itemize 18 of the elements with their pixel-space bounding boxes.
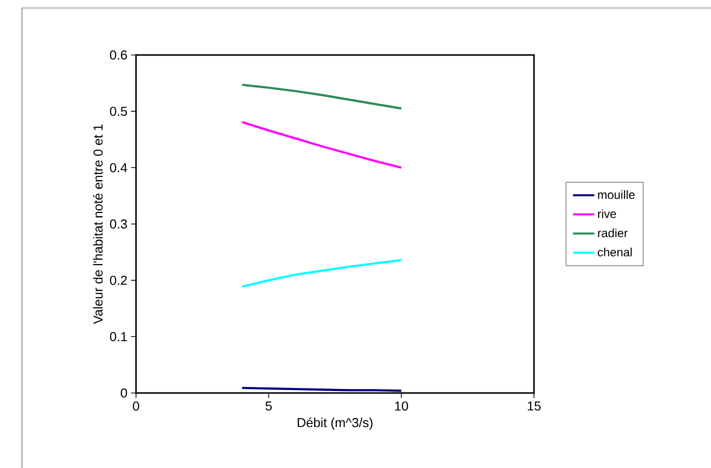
y-tick-label: 0.5 xyxy=(110,106,127,116)
x-tick-label: 15 xyxy=(528,402,541,411)
y-tick-label: 0.3 xyxy=(110,219,127,229)
legend-label: mouille xyxy=(598,190,635,199)
legend-label: chenal xyxy=(598,248,632,256)
y-tick-label: 0.4 xyxy=(110,163,128,172)
y-tick-label: 0.6 xyxy=(110,50,127,60)
x-axis-title: Débit (m^3/s) xyxy=(298,418,372,430)
line-series xyxy=(241,258,402,288)
x-tick-label: 0 xyxy=(132,402,140,411)
x-tick-label: 10 xyxy=(395,402,408,411)
legend-label: radier xyxy=(598,228,628,238)
y-tick-label: 0 xyxy=(120,388,127,398)
legend-label: rive xyxy=(598,209,616,218)
y-tick-label: 0.1 xyxy=(110,332,127,342)
y-axis-title: Valeur de l'habitat noté entre 0 et 1 xyxy=(92,124,103,324)
x-tick-label: 5 xyxy=(266,402,272,411)
y-tick-label: 0.2 xyxy=(110,276,127,285)
